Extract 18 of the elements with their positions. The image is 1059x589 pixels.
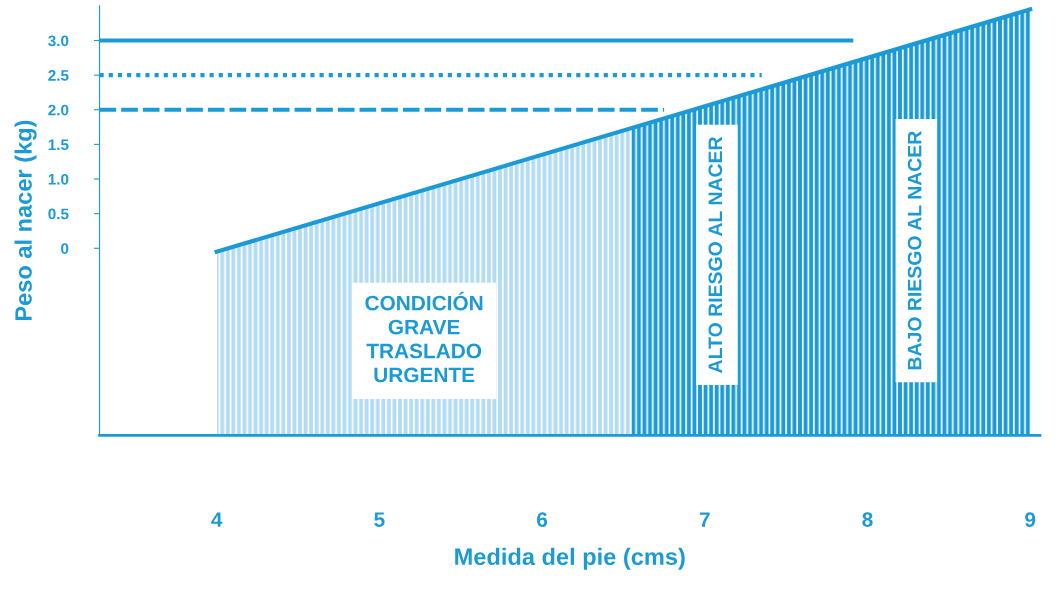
x-tick-label: 4: [211, 512, 223, 527]
x-tick-label: 5: [374, 512, 385, 527]
x-tick-label: 7: [699, 512, 710, 527]
band-label: ALTO RIESGO AL NACER: [708, 136, 723, 373]
x-tick-label: 8: [862, 512, 873, 527]
y-tick-label: 2.5: [48, 70, 69, 81]
y-tick-label: 2.0: [48, 104, 69, 116]
y-tick-label: 0: [61, 243, 69, 254]
y-axis-title: Peso al nacer (kg): [14, 120, 37, 321]
band-label: CONDICIÓN GRAVE TRASLADO URGENTE: [365, 291, 483, 383]
band-label: BAJO RIESGO AL NACER: [907, 131, 922, 370]
x-axis-title: Medida del pie (cms): [455, 547, 685, 570]
x-tick-label: 9: [1025, 512, 1036, 527]
y-tick-label: 0.5: [48, 208, 69, 220]
x-tick-label: 6: [537, 512, 548, 527]
y-tick-label: 1.0: [48, 173, 69, 185]
y-tick-label: 1.5: [48, 139, 69, 151]
y-tick-label: 3.0: [48, 35, 69, 47]
